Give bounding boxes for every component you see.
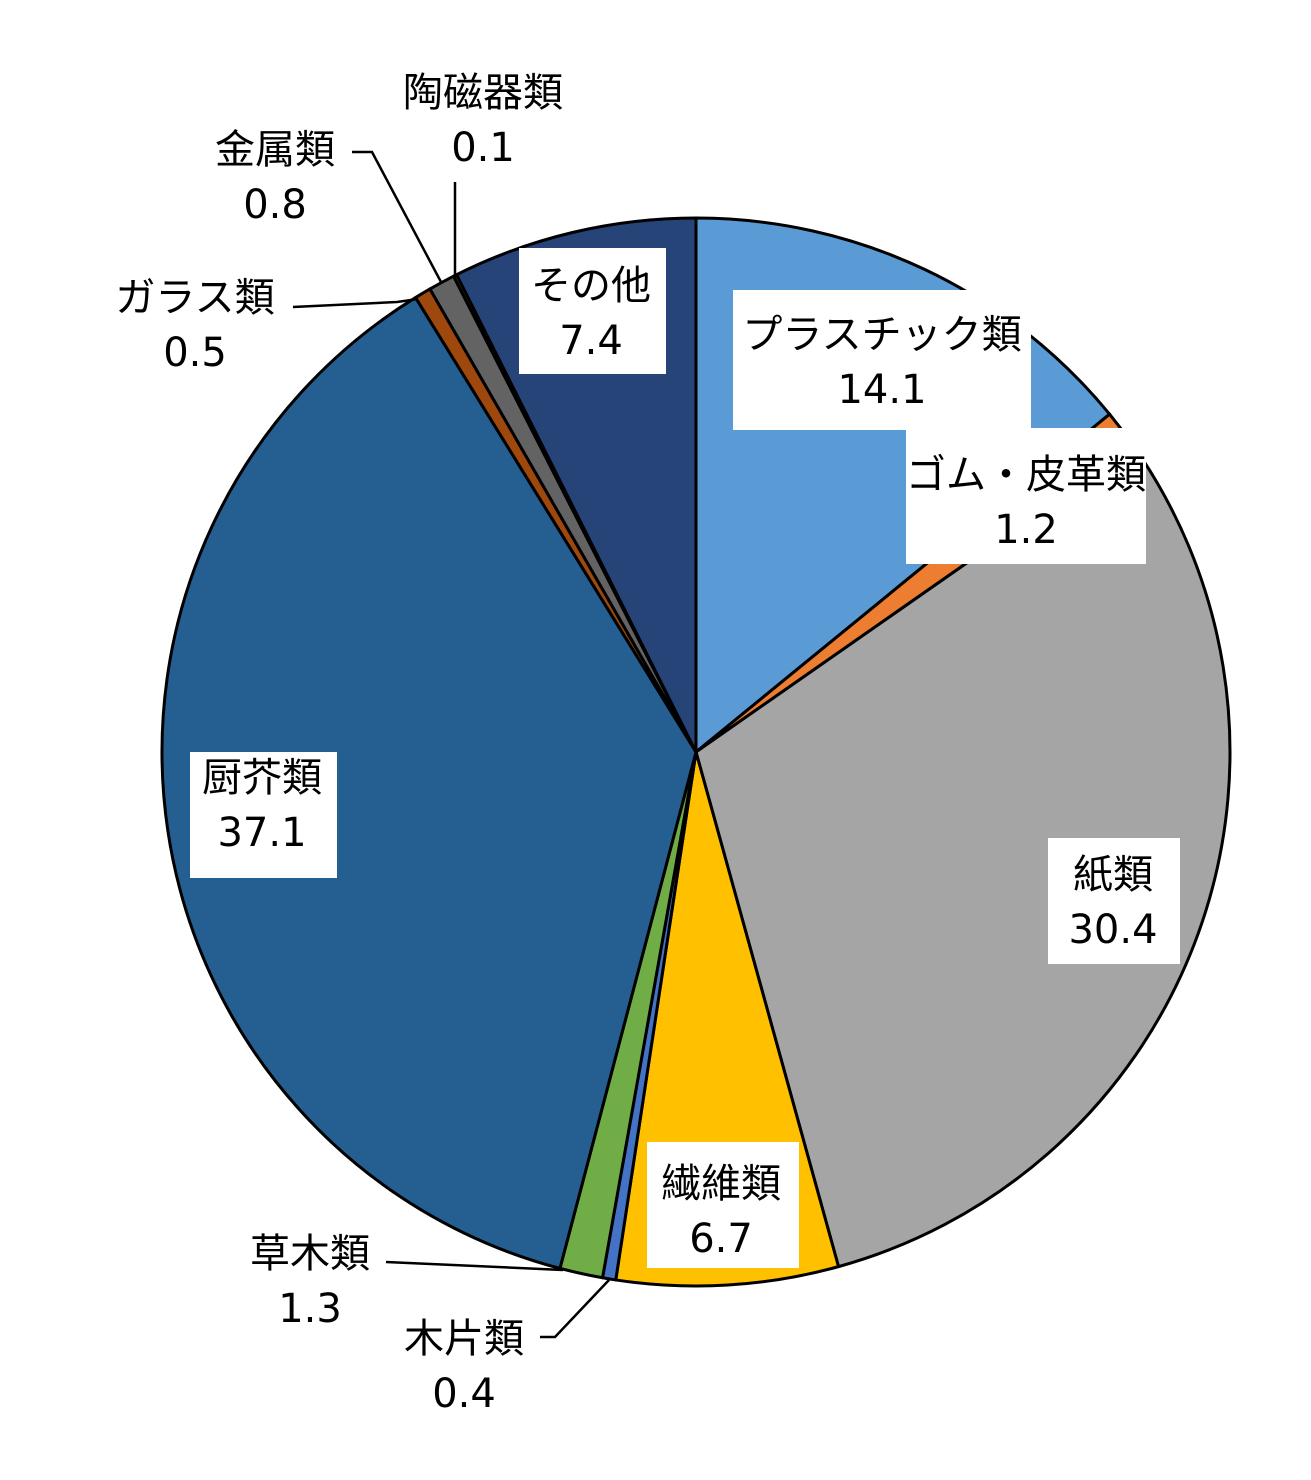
slice-value-label: 1.2 bbox=[994, 507, 1058, 553]
slice-name-label: 厨芥類 bbox=[202, 755, 322, 801]
leader-line bbox=[540, 1279, 610, 1339]
pie-slice bbox=[694, 444, 1232, 1269]
slice-name-label: プラスチック類 bbox=[742, 312, 1021, 358]
slice-value-label: 1.3 bbox=[278, 1286, 342, 1332]
data-label-box bbox=[1048, 838, 1180, 964]
pie-labels: プラスチック類 14.1 ゴム・皮革類 1.2 紙類 30.4 繊維類 6.7 木片類 0.4 草木… bbox=[115, 70, 1180, 1417]
data-label-box bbox=[733, 290, 1031, 430]
slice-value-label: 6.7 bbox=[689, 1216, 753, 1262]
slice-value-label: 0.1 bbox=[451, 125, 515, 171]
pie-slice bbox=[160, 296, 698, 1270]
slice-name-label: 木片類 bbox=[404, 1316, 524, 1362]
slice-value-label: 30.4 bbox=[1068, 907, 1157, 953]
slice-name-label: 金属類 bbox=[215, 127, 335, 173]
leader-line bbox=[292, 297, 419, 309]
slice-name-label: ガラス類 bbox=[115, 275, 274, 321]
data-label-box bbox=[519, 248, 666, 374]
leader-lines bbox=[292, 150, 610, 1339]
slice-name-label: その他 bbox=[531, 263, 651, 309]
slice-name-label: 陶磁器類 bbox=[403, 70, 563, 116]
slice-name-label: ゴム・皮革類 bbox=[906, 452, 1146, 498]
slice-value-label: 37.1 bbox=[217, 810, 306, 856]
leader-line bbox=[352, 150, 443, 283]
slice-value-label: 0.5 bbox=[163, 330, 227, 376]
slice-name-label: 草木類 bbox=[250, 1231, 370, 1277]
data-label-box bbox=[190, 752, 337, 878]
slice-value-label: 7.4 bbox=[559, 318, 623, 364]
slice-value-label: 0.4 bbox=[432, 1371, 496, 1417]
data-label-box bbox=[906, 428, 1146, 564]
slice-name-label: 紙類 bbox=[1073, 852, 1153, 898]
data-label-box bbox=[647, 1142, 799, 1268]
leader-line bbox=[385, 1260, 564, 1272]
pie-slices bbox=[160, 216, 1232, 1288]
slice-value-label: 0.8 bbox=[243, 182, 307, 228]
slice-value-label: 14.1 bbox=[837, 367, 926, 413]
slice-name-label: 繊維類 bbox=[661, 1161, 781, 1207]
